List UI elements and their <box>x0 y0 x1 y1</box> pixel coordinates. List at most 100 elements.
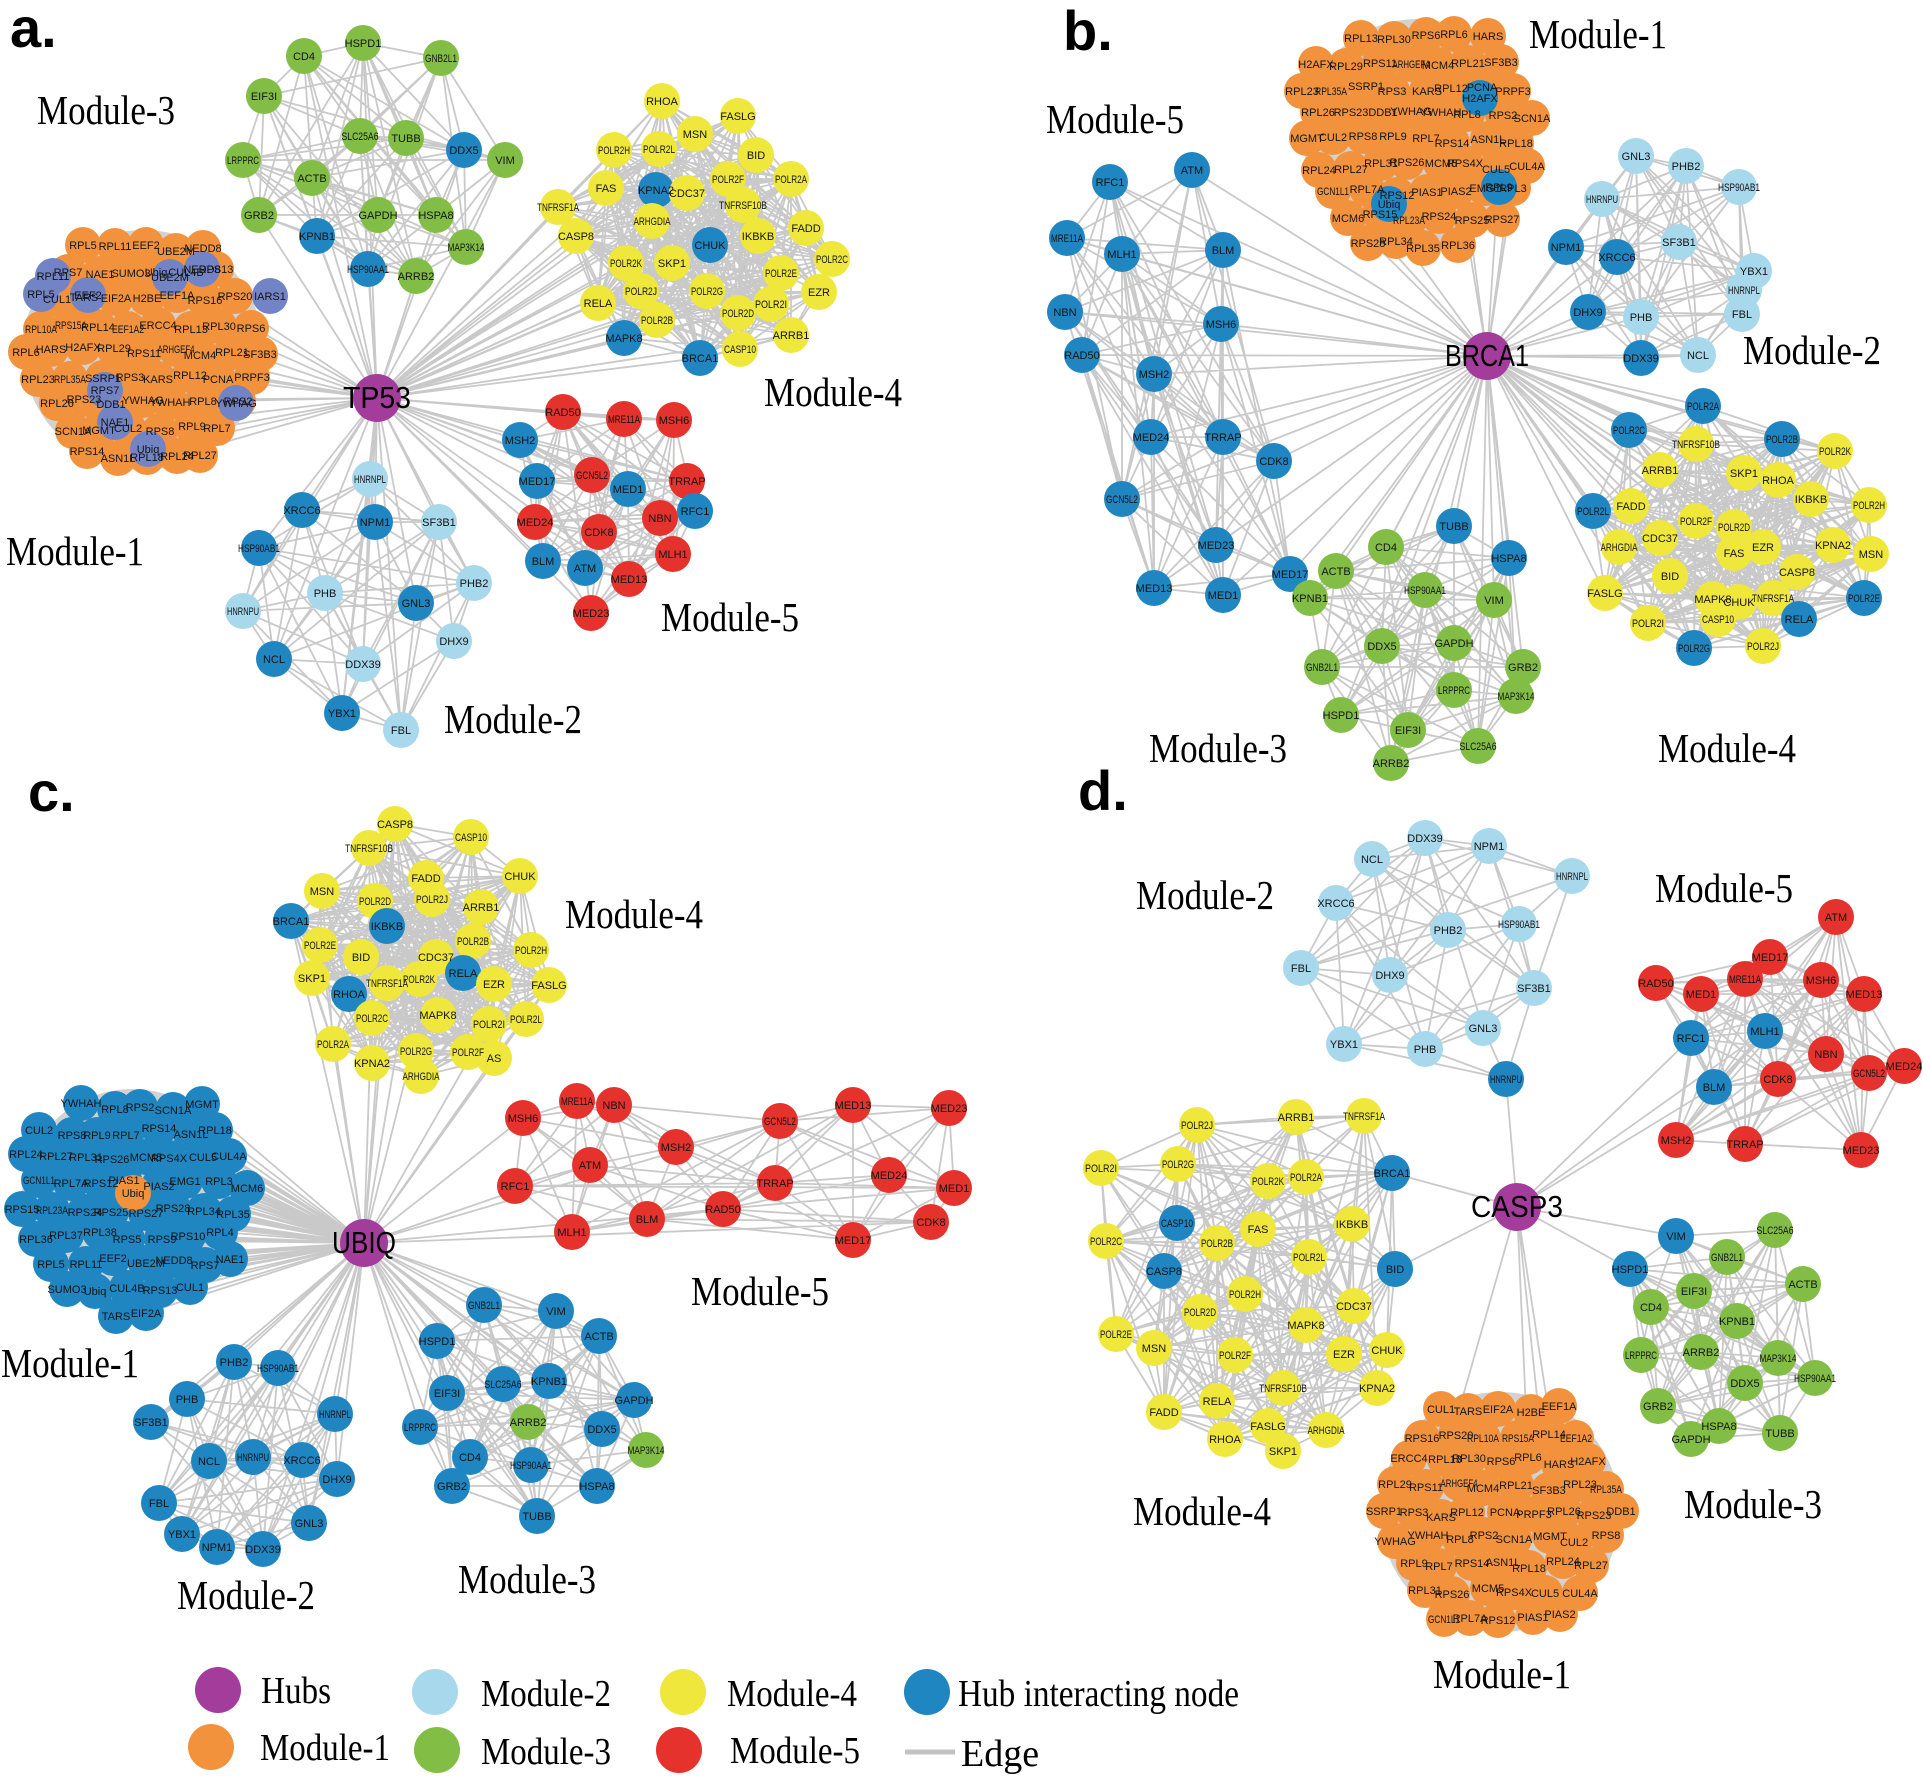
svg-text:ARRB2: ARRB2 <box>398 271 435 283</box>
svg-text:KPNB1: KPNB1 <box>1292 593 1328 605</box>
svg-text:HARS: HARS <box>36 344 67 356</box>
svg-text:Ubiq: Ubiq <box>1378 199 1401 211</box>
svg-text:MED1: MED1 <box>613 484 644 496</box>
svg-text:POLR2A: POLR2A <box>775 174 807 186</box>
svg-text:Module-3: Module-3 <box>481 1731 611 1773</box>
svg-text:Module-4: Module-4 <box>1658 725 1796 771</box>
svg-text:HSPA8: HSPA8 <box>579 1481 614 1493</box>
svg-text:RPL23: RPL23 <box>1563 1479 1597 1491</box>
svg-text:CD4: CD4 <box>1640 1302 1662 1314</box>
svg-text:SLC25A6: SLC25A6 <box>485 1379 522 1391</box>
svg-text:MED24: MED24 <box>1133 432 1170 444</box>
svg-text:HNRNPL: HNRNPL <box>1728 285 1760 297</box>
svg-text:RPS12: RPS12 <box>1380 190 1415 202</box>
svg-text:RPL7A: RPL7A <box>1453 1613 1489 1625</box>
svg-text:H2BE: H2BE <box>133 293 162 305</box>
svg-text:GCN5L2: GCN5L2 <box>764 1116 796 1128</box>
svg-text:SKP1: SKP1 <box>1269 1446 1297 1458</box>
svg-text:H2AFX: H2AFX <box>1570 1456 1606 1468</box>
svg-text:PHB: PHB <box>314 588 337 600</box>
svg-text:Hubs: Hubs <box>261 1670 331 1712</box>
svg-text:POLR2F: POLR2F <box>452 1047 484 1059</box>
svg-text:ARHGEF4: ARHGEF4 <box>1441 1478 1478 1490</box>
svg-text:RPL31: RPL31 <box>1408 1585 1442 1597</box>
svg-text:KPNA2: KPNA2 <box>354 1058 390 1070</box>
svg-text:RPL26: RPL26 <box>1301 107 1335 119</box>
svg-text:KPNB1: KPNB1 <box>1719 1316 1755 1328</box>
svg-text:EIF2A: EIF2A <box>101 293 132 305</box>
svg-text:Module-5: Module-5 <box>661 594 799 640</box>
svg-text:RPS2: RPS2 <box>224 396 253 408</box>
svg-text:CUL2: CUL2 <box>25 1125 53 1137</box>
svg-text:YWHAG: YWHAG <box>1374 1536 1416 1548</box>
svg-text:VIM: VIM <box>1484 595 1504 607</box>
svg-text:RPL30: RPL30 <box>1377 34 1411 46</box>
svg-text:RPS3: RPS3 <box>1378 86 1407 98</box>
svg-text:POLR2F: POLR2F <box>1219 1350 1251 1362</box>
svg-text:MGMT: MGMT <box>82 425 116 437</box>
svg-text:CHUK: CHUK <box>694 240 726 252</box>
svg-text:POLR2A: POLR2A <box>1290 1172 1322 1184</box>
svg-text:CD4: CD4 <box>293 51 315 63</box>
svg-text:POLR2A: POLR2A <box>1687 401 1719 413</box>
svg-text:BLM: BLM <box>636 1214 659 1226</box>
svg-text:MED13: MED13 <box>611 574 648 586</box>
svg-text:RPS15: RPS15 <box>5 1204 40 1216</box>
svg-text:SCN1A: SCN1A <box>1514 113 1551 125</box>
svg-text:RHOA: RHOA <box>333 989 365 1001</box>
svg-text:Ubiq: Ubiq <box>122 1188 145 1200</box>
svg-text:SUMO3: SUMO3 <box>111 268 150 280</box>
svg-text:AS: AS <box>487 1053 502 1065</box>
svg-text:ERCC4: ERCC4 <box>1390 1453 1427 1465</box>
svg-text:CUL1: CUL1 <box>176 1282 204 1294</box>
svg-text:CDC37: CDC37 <box>1642 533 1678 545</box>
svg-text:DHX9: DHX9 <box>1573 307 1602 319</box>
svg-text:RELA: RELA <box>1203 1396 1232 1408</box>
svg-text:NPM1: NPM1 <box>1551 242 1582 254</box>
svg-text:POLR2K: POLR2K <box>610 258 642 270</box>
svg-text:POLR2E: POLR2E <box>765 268 797 280</box>
svg-text:RPL9: RPL9 <box>83 1130 111 1142</box>
svg-text:GNL3: GNL3 <box>1469 1023 1498 1035</box>
svg-text:RPL31: RPL31 <box>69 1152 103 1164</box>
svg-text:POLR2F: POLR2F <box>1680 516 1712 528</box>
svg-text:RPS6: RPS6 <box>1412 30 1441 42</box>
svg-text:RPS2: RPS2 <box>1470 1530 1499 1542</box>
svg-text:RPS20: RPS20 <box>218 291 253 303</box>
svg-text:DDX5: DDX5 <box>587 1424 616 1436</box>
svg-text:SCN1A: SCN1A <box>155 1105 192 1117</box>
svg-text:DDX39: DDX39 <box>1407 833 1442 845</box>
svg-text:TNFRSF10B: TNFRSF10B <box>1259 1383 1307 1395</box>
svg-text:PHB2: PHB2 <box>1672 161 1701 173</box>
svg-text:GNB2L1: GNB2L1 <box>1711 1252 1743 1264</box>
svg-text:MAP3K14: MAP3K14 <box>628 1445 665 1457</box>
svg-text:HSPA8: HSPA8 <box>1491 553 1526 565</box>
svg-text:RPS25: RPS25 <box>94 1207 129 1219</box>
svg-text:RPL7A: RPL7A <box>54 1178 90 1190</box>
svg-text:IKBKB: IKBKB <box>1336 1219 1368 1231</box>
svg-text:BRCA1: BRCA1 <box>1374 1168 1411 1180</box>
svg-text:YBX1: YBX1 <box>1330 1039 1358 1051</box>
svg-text:ACTB: ACTB <box>584 1331 613 1343</box>
svg-text:Ubiq: Ubiq <box>84 1286 107 1298</box>
svg-text:TP53: TP53 <box>343 380 411 415</box>
svg-text:POLR2K: POLR2K <box>1252 1176 1284 1188</box>
svg-text:FASLG: FASLG <box>720 111 755 123</box>
svg-text:RPL8: RPL8 <box>1453 109 1481 121</box>
svg-text:NCL: NCL <box>1687 350 1709 362</box>
svg-text:RPL12: RPL12 <box>1434 83 1468 95</box>
svg-text:ARHGDIA: ARHGDIA <box>634 216 671 228</box>
svg-text:RPS12: RPS12 <box>1481 1615 1516 1627</box>
svg-text:YWHAG: YWHAG <box>122 395 164 407</box>
svg-text:PHB2: PHB2 <box>220 1357 249 1369</box>
svg-text:PIAS2: PIAS2 <box>1440 186 1471 198</box>
svg-text:YBX1: YBX1 <box>1740 266 1768 278</box>
svg-text:EEF1A2: EEF1A2 <box>112 324 144 336</box>
svg-text:Ubiq: Ubiq <box>145 267 168 279</box>
svg-text:TUBB: TUBB <box>1765 1428 1794 1440</box>
svg-text:DDB1: DDB1 <box>1368 107 1397 119</box>
svg-text:CUL4B: CUL4B <box>109 1283 144 1295</box>
svg-text:XRCC6: XRCC6 <box>1598 252 1635 264</box>
svg-text:Module-2: Module-2 <box>1136 872 1274 918</box>
svg-text:MED24: MED24 <box>1886 1061 1923 1073</box>
